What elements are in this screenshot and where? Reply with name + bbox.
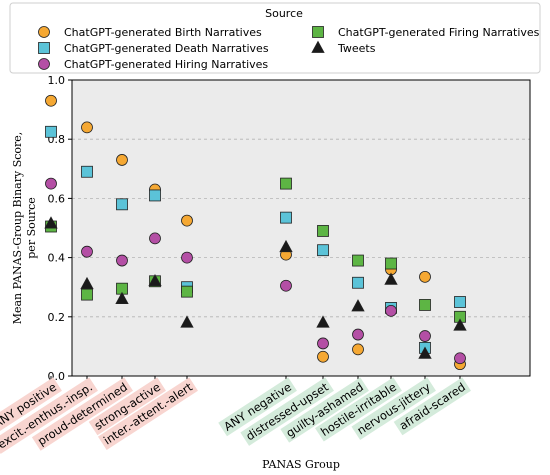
x-tick-label-background (0, 377, 98, 454)
data-point (45, 125, 57, 138)
x-tick-label-background (351, 377, 436, 440)
data-point (385, 257, 397, 270)
data-point (418, 346, 432, 359)
data-point (352, 328, 364, 341)
data-point (148, 273, 162, 287)
data-point (453, 318, 467, 331)
x-tick-label-background (315, 377, 402, 442)
data-point (116, 154, 128, 166)
data-point (351, 299, 365, 312)
plot-frame (71, 79, 531, 377)
data-point (116, 198, 128, 211)
legend-marker (38, 58, 50, 70)
data-point (149, 232, 161, 245)
data-point (81, 165, 93, 178)
data-point (454, 352, 466, 365)
data-point (45, 94, 57, 107)
data-point (181, 214, 193, 227)
x-tick-label-background (393, 377, 471, 436)
y-tick-label: 1.0 (48, 74, 66, 87)
legend-box (9, 2, 541, 74)
x-tick-label-background (240, 377, 334, 446)
legend-marker (38, 42, 50, 54)
x-tick-label-background (31, 377, 133, 451)
x-tick-label-background (0, 377, 62, 434)
data-point (44, 216, 58, 229)
data-point (81, 245, 93, 258)
legend-entry-label: ChatGPT-generated Hiring Narratives (64, 58, 268, 71)
data-point (115, 291, 129, 304)
plot-background (72, 80, 530, 376)
data-point (116, 254, 128, 267)
x-tick-label-background (280, 377, 369, 443)
legend-marker (312, 26, 324, 38)
y-tick-label: 0.4 (48, 252, 66, 265)
legend-title: Source (265, 7, 303, 20)
data-point (385, 304, 397, 317)
x-tick-label-background (218, 377, 297, 437)
data-point (280, 279, 292, 292)
data-point (352, 276, 364, 289)
x-tick-label-background (88, 377, 166, 436)
data-point (419, 330, 431, 342)
data-point (352, 254, 364, 267)
data-point (181, 251, 193, 264)
data-points (44, 94, 467, 371)
data-point (81, 121, 93, 134)
x-tick-label-background (97, 377, 198, 451)
legend-entry-label: Tweets (337, 42, 376, 55)
y-tick-label: 0.2 (48, 311, 66, 324)
data-point (45, 177, 57, 190)
data-point (279, 239, 293, 253)
legend-entry-label: ChatGPT-generated Firing Narratives (338, 26, 540, 39)
y-axis: 0.00.20.40.60.81.0 (48, 74, 72, 383)
data-point (80, 276, 94, 290)
data-point (384, 272, 398, 285)
data-point (316, 315, 330, 328)
data-point (317, 337, 329, 350)
data-point (454, 296, 466, 308)
legend: Source ChatGPT-generated Birth Narrative… (9, 2, 541, 74)
data-point (280, 211, 292, 224)
x-axis: ANY positiveexcit.-enthus.-insp.proud-de… (0, 376, 471, 454)
data-point (181, 285, 193, 298)
data-point (180, 315, 194, 328)
legend-marker (38, 26, 50, 38)
y-axis-label: Mean PANAS-Group Binary Score,per Source (11, 132, 38, 325)
x-axis-label: PANAS Group (262, 458, 340, 471)
data-point (81, 288, 93, 301)
legend-marker (311, 40, 325, 53)
legend-entry-label: ChatGPT-generated Death Narratives (64, 42, 269, 55)
data-point (419, 270, 431, 283)
data-point (280, 177, 292, 190)
y-tick-label: 0.6 (48, 192, 66, 205)
data-point (317, 350, 329, 363)
data-point (149, 189, 161, 202)
data-point (419, 299, 431, 311)
data-point (352, 343, 364, 356)
data-point (317, 244, 329, 257)
legend-entry-label: ChatGPT-generated Birth Narratives (64, 26, 262, 39)
data-point (317, 225, 329, 237)
